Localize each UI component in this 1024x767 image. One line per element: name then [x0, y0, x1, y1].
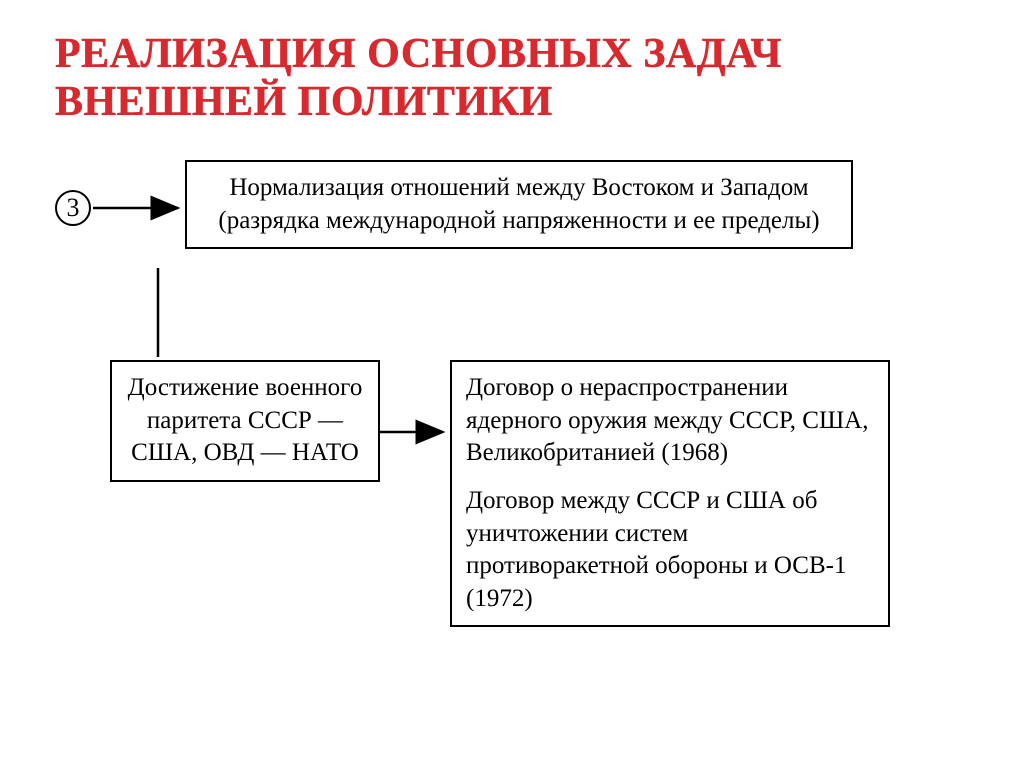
section-marker: 3	[55, 190, 91, 226]
title-line-2: ВНЕШНЕЙ ПОЛИТИКИ	[55, 79, 553, 125]
box-left-text: Достижение военного паритета СССР — США,…	[128, 374, 363, 466]
box-left-parity: Достижение военного паритета СССР — США,…	[110, 360, 380, 482]
box-top-text: Нормализация отношений между Востоком и …	[218, 174, 819, 234]
box-right-bottom-text: Договор между СССР и США об уничтожении …	[466, 487, 846, 612]
box-right-top-treaty-1968: Договор о нераспространении ядерного ору…	[450, 360, 890, 482]
marker-label: 3	[67, 193, 80, 223]
box-top-normalization: Нормализация отношений между Востоком и …	[185, 160, 853, 249]
title-line-1: РЕАЛИЗАЦИЯ ОСНОВНЫХ ЗАДАЧ	[55, 31, 782, 77]
slide-title: РЕАЛИЗАЦИЯ ОСНОВНЫХ ЗАДАЧ ВНЕШНЕЙ ПОЛИТИ…	[55, 30, 782, 127]
box-right-top-text: Договор о нераспространении ядерного ору…	[466, 374, 868, 466]
box-right-bottom-treaty-1972: Договор между СССР и США об уничтожении …	[450, 475, 890, 627]
